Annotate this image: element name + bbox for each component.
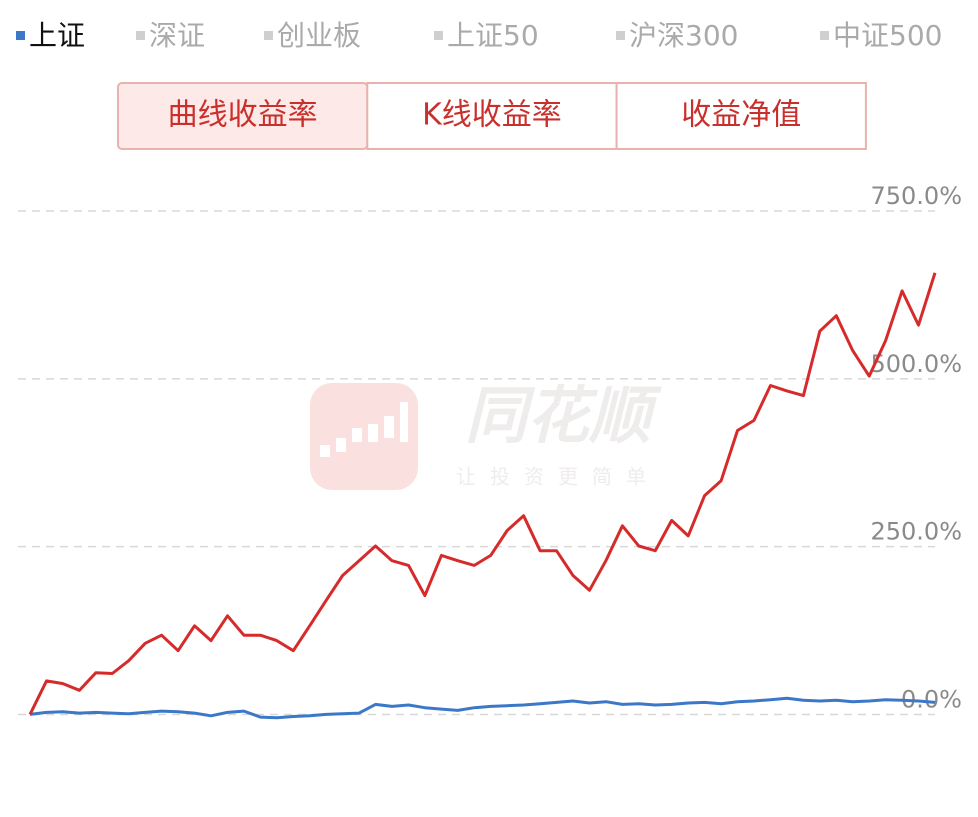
- watermark-logo: [310, 383, 418, 490]
- toggle-button[interactable]: [615, 82, 867, 150]
- tab-label[interactable]: 深证: [149, 19, 205, 52]
- y-tick-label: 750.0%: [870, 182, 962, 210]
- tab-marker[interactable]: [16, 31, 25, 40]
- tab-label[interactable]: 上证: [29, 19, 85, 52]
- toggle-button-label[interactable]: 收益净值: [681, 98, 801, 133]
- tab-label[interactable]: 中证500: [833, 19, 942, 52]
- watermark: 同花顺 让投资更简单: [310, 379, 662, 490]
- tab-marker[interactable]: [264, 31, 273, 40]
- watermark-slogan: 让投资更简单: [456, 465, 660, 489]
- watermark-candles: [320, 402, 408, 457]
- tab-marker[interactable]: [820, 31, 829, 40]
- series-line: [29, 696, 936, 720]
- toggle-button-label[interactable]: K线收益率: [422, 98, 562, 133]
- watermark-title: 同花顺: [465, 379, 662, 452]
- toggle-button-label[interactable]: 曲线收益率: [168, 98, 318, 133]
- tab-marker[interactable]: [616, 31, 625, 40]
- series-line: [28, 272, 937, 716]
- tab-label[interactable]: 创业板: [277, 19, 361, 52]
- tab-label[interactable]: 沪深300: [629, 19, 738, 52]
- tab-marker[interactable]: [434, 31, 443, 40]
- tab-label[interactable]: 上证50: [447, 19, 539, 52]
- tab-marker[interactable]: [136, 31, 145, 40]
- y-tick-label: 500.0%: [870, 350, 962, 378]
- y-tick-label: 250.0%: [870, 518, 962, 546]
